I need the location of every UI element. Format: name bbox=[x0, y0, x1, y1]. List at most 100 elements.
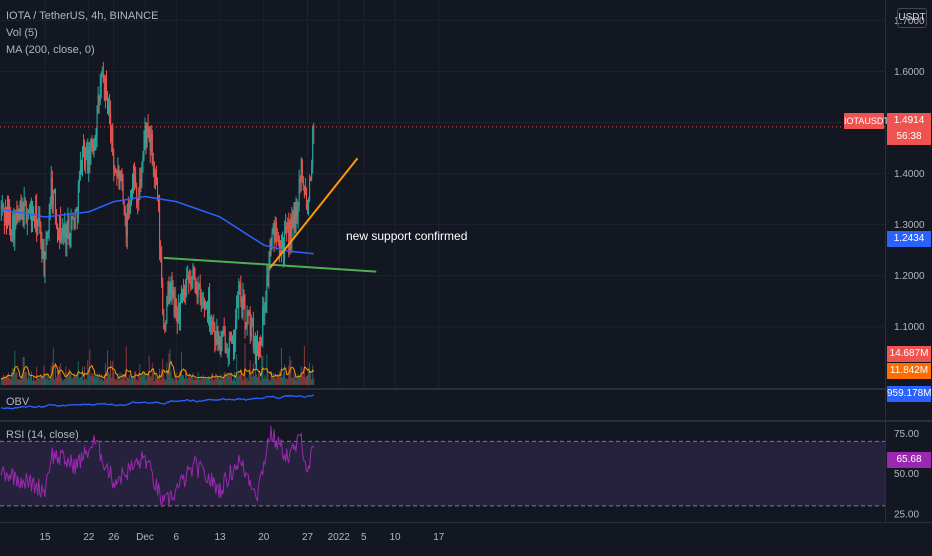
candle-body bbox=[182, 288, 183, 293]
volume-bar bbox=[185, 371, 187, 385]
volume-bar bbox=[120, 379, 122, 385]
volume-bar bbox=[27, 373, 29, 385]
obv-legend[interactable]: OBV bbox=[6, 396, 30, 408]
price-chart[interactable] bbox=[0, 0, 885, 388]
volume-bar bbox=[2, 374, 4, 385]
volume-bar bbox=[85, 378, 87, 385]
volume-bar bbox=[90, 375, 92, 385]
candle-body bbox=[237, 296, 239, 309]
candle-body bbox=[247, 311, 249, 316]
candle-body bbox=[44, 251, 46, 272]
candle-body bbox=[284, 232, 286, 258]
candle-body bbox=[67, 218, 69, 228]
volume-bar bbox=[178, 371, 180, 385]
candle-body bbox=[17, 208, 19, 224]
volume-bar bbox=[95, 376, 97, 385]
annotation-text[interactable]: new support confirmed bbox=[346, 229, 468, 243]
candle-body bbox=[232, 337, 233, 343]
volume-bar bbox=[291, 377, 293, 385]
volume-bar bbox=[116, 377, 118, 385]
candle-body bbox=[220, 340, 222, 355]
currency-button[interactable]: USDT bbox=[897, 8, 927, 28]
candle-body bbox=[184, 290, 186, 296]
volume-bar bbox=[105, 378, 107, 385]
volume-bar bbox=[188, 375, 190, 385]
time-tick-label: 6 bbox=[173, 532, 179, 543]
candle-body bbox=[102, 74, 104, 83]
candle-body bbox=[37, 220, 39, 235]
volume-bar bbox=[247, 380, 249, 385]
ma-legend[interactable]: MA (200, close, 0) bbox=[6, 44, 95, 56]
candle-body bbox=[242, 295, 244, 316]
volume-bar bbox=[83, 380, 85, 385]
rsi-legend[interactable]: RSI (14, close) bbox=[6, 429, 79, 441]
candle-body bbox=[87, 147, 89, 173]
volume-bar bbox=[12, 367, 14, 385]
candle-body bbox=[266, 274, 268, 302]
candle-body bbox=[120, 173, 122, 177]
volume-bar bbox=[310, 372, 312, 385]
volume-bar bbox=[125, 346, 127, 385]
volume-bar bbox=[45, 379, 47, 385]
volume-bar bbox=[133, 376, 135, 385]
volume-bar bbox=[7, 374, 8, 385]
volume-bar bbox=[150, 375, 152, 385]
volume-bar bbox=[278, 371, 280, 385]
symbol-legend[interactable]: IOTA / TetherUS, 4h, BINANCE bbox=[6, 10, 159, 22]
candle-body bbox=[34, 220, 36, 225]
volume-bar bbox=[39, 377, 41, 385]
volume-bar bbox=[228, 374, 230, 385]
volume-bar bbox=[49, 378, 51, 385]
volume-legend[interactable]: Vol (5) bbox=[6, 27, 38, 39]
volume-bar bbox=[84, 366, 86, 385]
candle-body bbox=[221, 333, 223, 341]
candle-body bbox=[61, 235, 63, 240]
volume-bar bbox=[123, 374, 125, 385]
volume-bar bbox=[5, 376, 7, 385]
volume-bar bbox=[114, 378, 116, 385]
candle-body bbox=[264, 311, 266, 315]
candle-body bbox=[279, 249, 281, 253]
candle-body bbox=[230, 337, 232, 343]
price-axis[interactable]: 1.10001.20001.30001.40001.50001.60001.70… bbox=[885, 0, 932, 522]
candle-body bbox=[313, 126, 315, 128]
candle-body bbox=[13, 215, 15, 240]
candle-body bbox=[172, 290, 174, 296]
volume-bar bbox=[275, 378, 277, 385]
candle-body bbox=[7, 206, 8, 224]
obv-chart[interactable] bbox=[0, 390, 885, 420]
candle-body bbox=[291, 217, 293, 242]
price-tick-label: 1.1000 bbox=[894, 322, 925, 333]
candle-body bbox=[29, 206, 31, 210]
rsi-chart[interactable] bbox=[0, 422, 885, 522]
volume-bar bbox=[230, 374, 232, 385]
candle-body bbox=[294, 214, 296, 224]
volume-bar bbox=[248, 372, 250, 385]
volume-bar bbox=[173, 380, 175, 385]
volume-bar bbox=[241, 373, 243, 385]
candle-body bbox=[216, 327, 218, 345]
candle-body bbox=[305, 188, 307, 209]
volume-bar bbox=[161, 369, 163, 385]
candle-body bbox=[146, 126, 148, 147]
volume-bar bbox=[134, 371, 136, 385]
volume-bar bbox=[139, 364, 141, 385]
candle-body bbox=[80, 160, 82, 175]
candle-body bbox=[52, 193, 54, 204]
candle-body bbox=[239, 284, 241, 288]
candle-body bbox=[218, 342, 220, 345]
candle-body bbox=[191, 276, 193, 287]
volume-bar bbox=[20, 376, 22, 385]
volume-bar bbox=[254, 357, 256, 385]
candle-body bbox=[40, 222, 42, 244]
volume-bar bbox=[242, 380, 244, 385]
volume-bar bbox=[204, 377, 206, 385]
trend-line[interactable] bbox=[269, 157, 359, 269]
candle-body bbox=[70, 219, 72, 239]
volume-bar bbox=[191, 376, 193, 385]
time-axis[interactable]: 15 22 26 Dec 6 13 20 27 2022 5 10 17 bbox=[0, 522, 932, 551]
support-line[interactable] bbox=[163, 256, 377, 273]
volume-bar bbox=[227, 374, 229, 385]
volume-bar bbox=[303, 346, 305, 385]
volume-bar bbox=[42, 375, 44, 385]
